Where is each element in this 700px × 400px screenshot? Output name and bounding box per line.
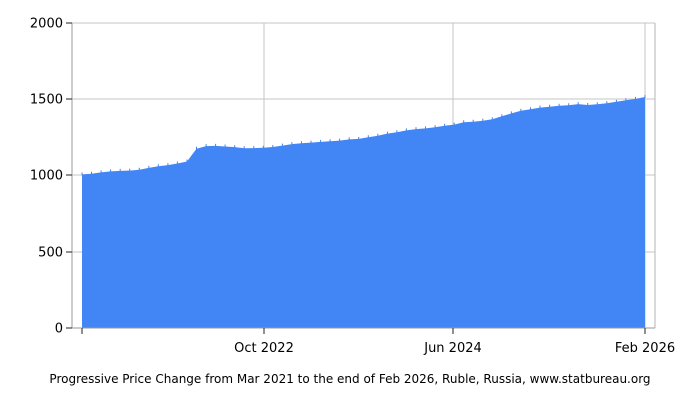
y-axis-labels: 2000 1500 1000 500 0 <box>30 17 63 337</box>
data-point-ticks <box>81 95 646 176</box>
y-label-0: 0 <box>55 322 63 337</box>
x-axis-ticks <box>81 328 646 334</box>
chart-caption: Progressive Price Change from Mar 2021 t… <box>49 372 651 386</box>
y-label-1000: 1000 <box>30 169 63 184</box>
y-axis-ticks <box>66 22 72 329</box>
y-label-500: 500 <box>38 246 63 261</box>
y-label-1500: 1500 <box>30 93 63 108</box>
y-label-2000: 2000 <box>30 17 63 32</box>
area-series <box>82 97 645 328</box>
x-axis-labels: Oct 2022 Jun 2024 Feb 2026 <box>234 341 675 356</box>
x-label-oct-2022: Oct 2022 <box>234 341 294 356</box>
x-label-jun-2024: Jun 2024 <box>423 341 482 356</box>
x-label-feb-2026: Feb 2026 <box>615 341 675 356</box>
